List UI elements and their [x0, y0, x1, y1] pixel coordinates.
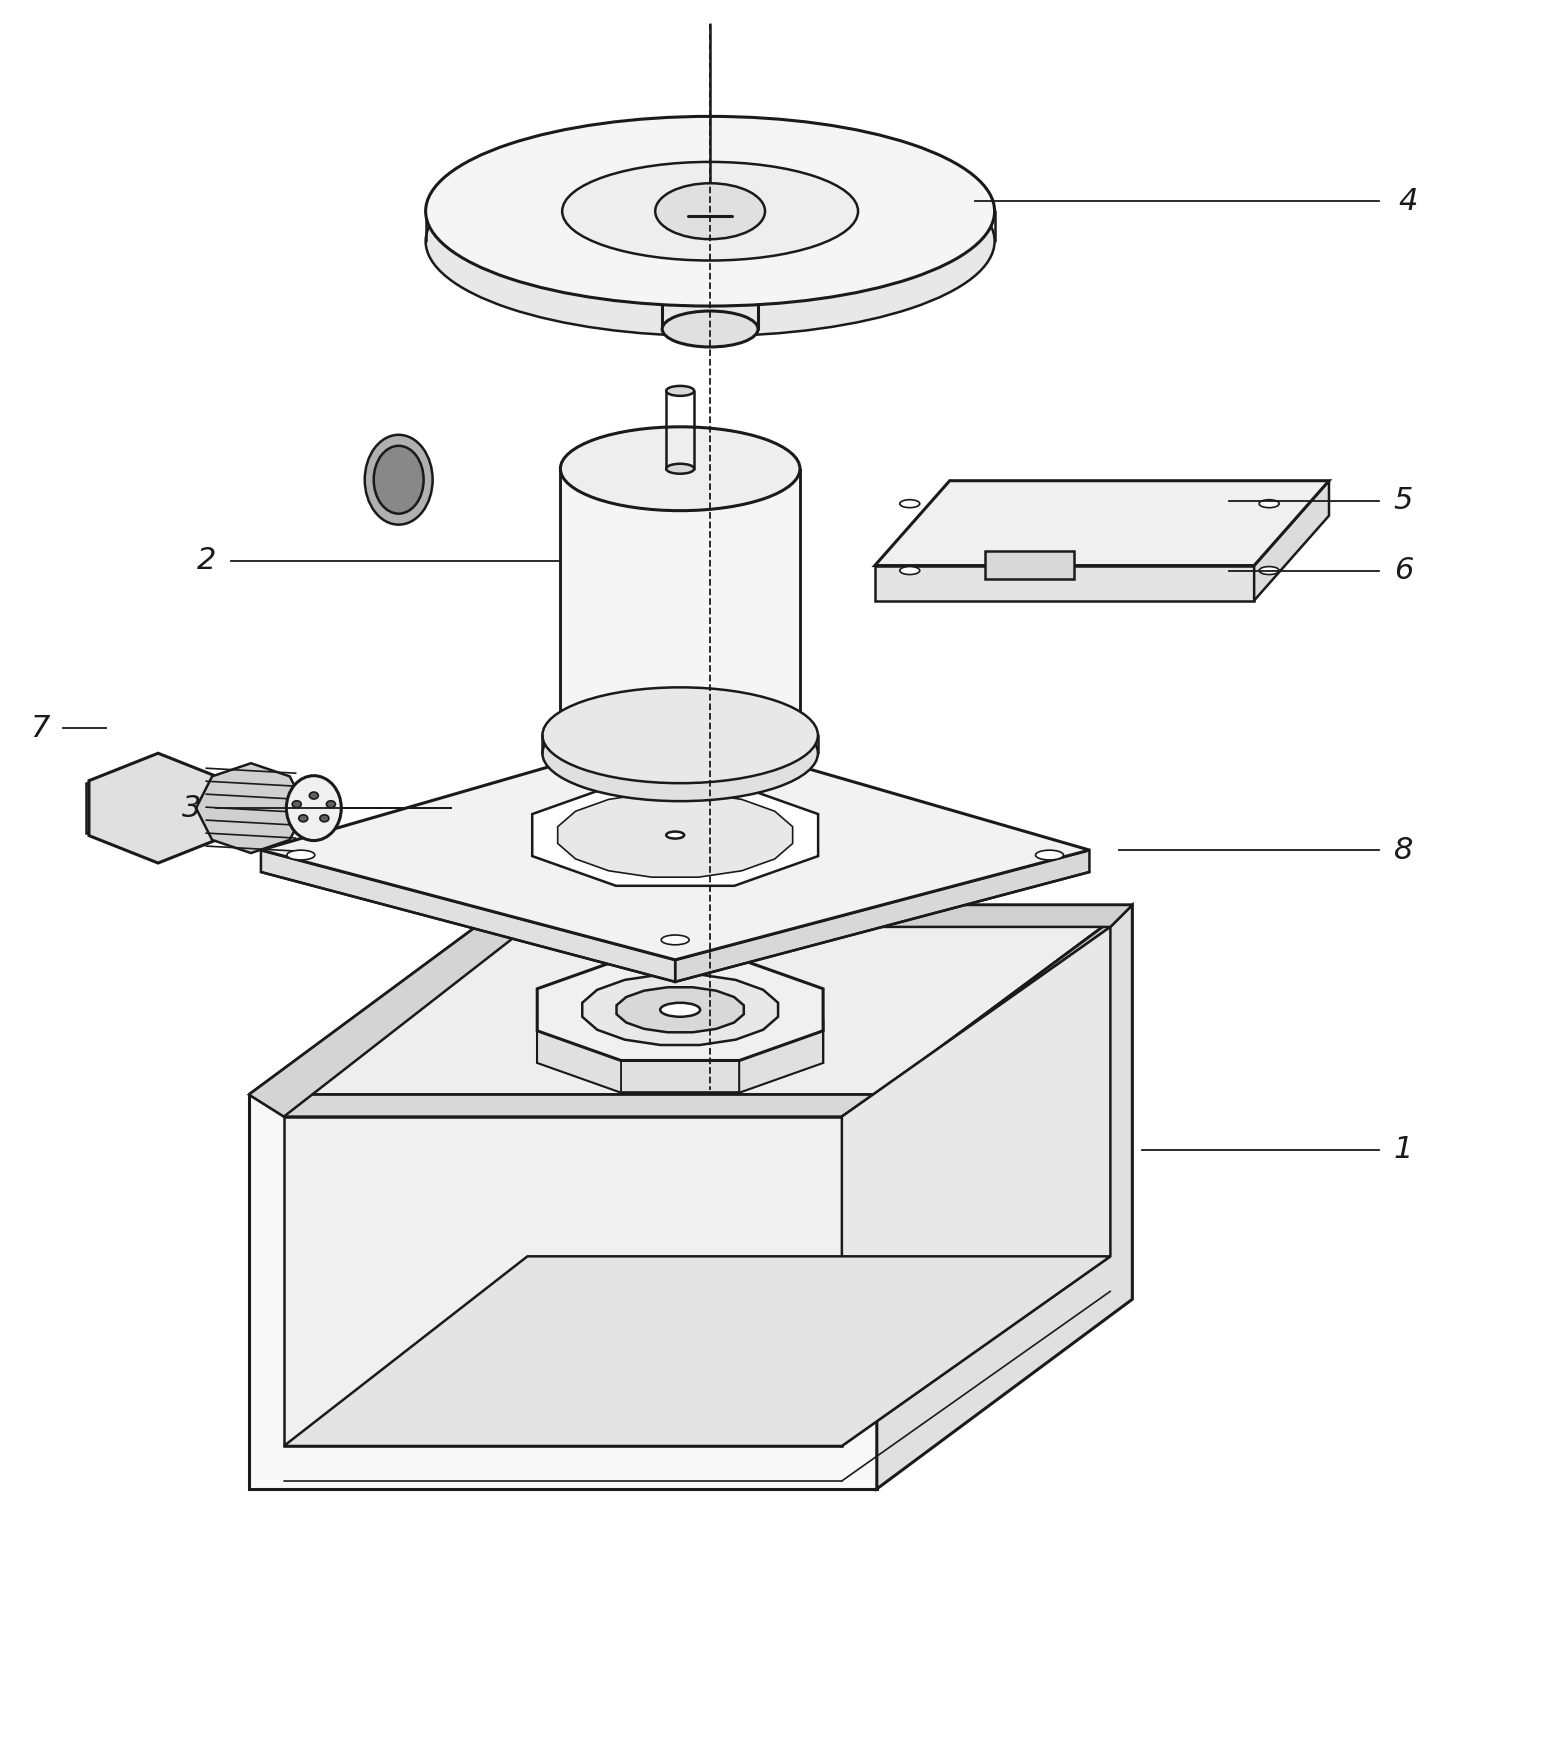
Ellipse shape — [661, 755, 689, 766]
Text: 6: 6 — [1394, 556, 1413, 586]
Polygon shape — [261, 730, 1090, 960]
Ellipse shape — [1258, 566, 1278, 575]
Polygon shape — [249, 905, 528, 1117]
Polygon shape — [249, 1095, 877, 1489]
Polygon shape — [1254, 482, 1329, 600]
Ellipse shape — [542, 706, 818, 801]
Ellipse shape — [665, 386, 695, 395]
Text: 5: 5 — [1394, 487, 1413, 515]
Ellipse shape — [374, 446, 423, 513]
Ellipse shape — [320, 815, 329, 822]
Polygon shape — [284, 1117, 841, 1446]
Polygon shape — [533, 785, 818, 886]
Ellipse shape — [326, 801, 335, 808]
Ellipse shape — [662, 310, 758, 348]
Ellipse shape — [292, 801, 301, 808]
Ellipse shape — [655, 183, 764, 240]
Text: 4: 4 — [1399, 187, 1419, 215]
Ellipse shape — [661, 935, 689, 946]
Ellipse shape — [662, 224, 758, 259]
Ellipse shape — [560, 693, 800, 778]
Text: 1: 1 — [1394, 1134, 1413, 1164]
Text: 3: 3 — [182, 794, 201, 822]
Ellipse shape — [542, 688, 818, 783]
Polygon shape — [841, 926, 1110, 1446]
Polygon shape — [582, 974, 778, 1044]
Ellipse shape — [309, 792, 318, 799]
Polygon shape — [196, 764, 306, 854]
Ellipse shape — [426, 146, 994, 335]
Polygon shape — [616, 988, 744, 1032]
Polygon shape — [875, 482, 1329, 566]
Polygon shape — [86, 783, 157, 833]
Ellipse shape — [665, 464, 695, 475]
Ellipse shape — [287, 850, 315, 859]
Polygon shape — [877, 905, 1132, 1489]
Text: 8: 8 — [1394, 836, 1413, 864]
Polygon shape — [505, 905, 1132, 926]
Polygon shape — [537, 960, 823, 1060]
Ellipse shape — [665, 831, 684, 838]
Polygon shape — [249, 1095, 877, 1117]
Ellipse shape — [560, 427, 800, 510]
Polygon shape — [621, 1060, 740, 1092]
Polygon shape — [90, 753, 227, 863]
Polygon shape — [740, 1030, 823, 1092]
Polygon shape — [557, 794, 792, 877]
Polygon shape — [261, 850, 675, 983]
Polygon shape — [284, 1256, 1110, 1446]
Polygon shape — [675, 850, 1090, 983]
Ellipse shape — [364, 434, 432, 524]
Ellipse shape — [1036, 850, 1064, 859]
Text: 2: 2 — [196, 547, 216, 575]
Ellipse shape — [1258, 499, 1278, 508]
Ellipse shape — [562, 162, 858, 261]
Polygon shape — [537, 1030, 621, 1092]
Ellipse shape — [300, 815, 307, 822]
Text: 7: 7 — [29, 714, 49, 743]
Ellipse shape — [900, 499, 920, 508]
Polygon shape — [875, 566, 1254, 600]
Polygon shape — [985, 550, 1075, 579]
Polygon shape — [249, 905, 1132, 1095]
Ellipse shape — [286, 776, 341, 841]
Ellipse shape — [426, 116, 994, 305]
Polygon shape — [560, 469, 800, 736]
Ellipse shape — [900, 566, 920, 575]
Ellipse shape — [661, 1002, 699, 1016]
Polygon shape — [841, 905, 1132, 1117]
